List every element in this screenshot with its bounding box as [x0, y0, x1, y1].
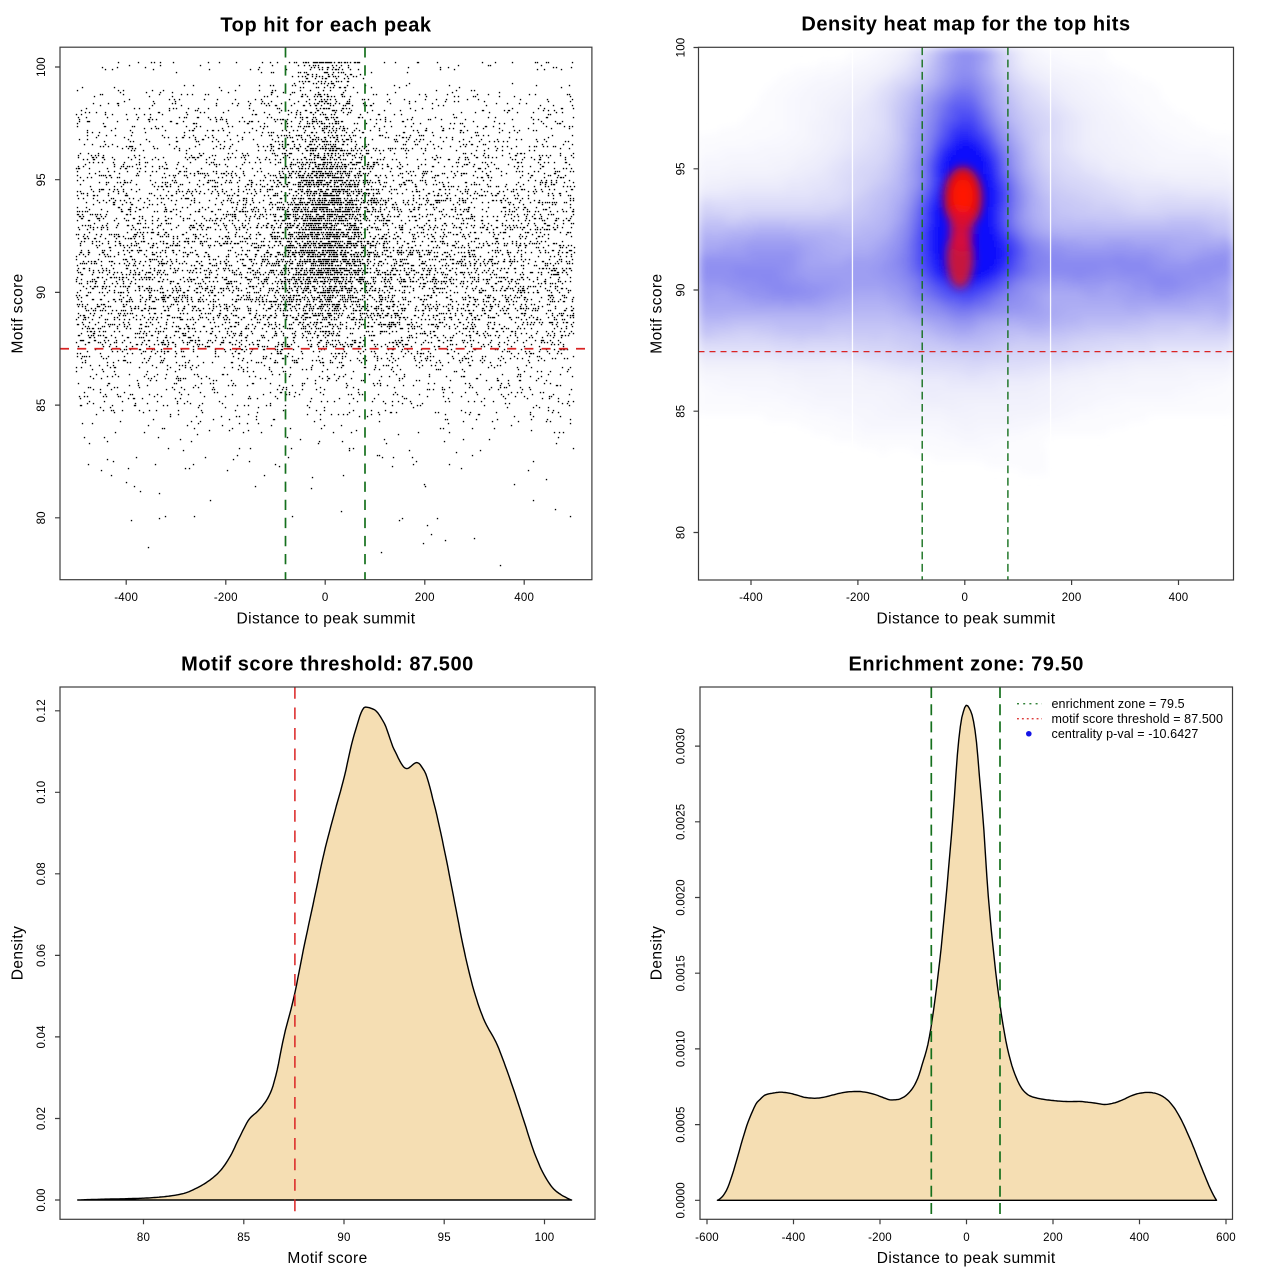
svg-text:centrality p-val = -10.6427: centrality p-val = -10.6427	[1052, 727, 1199, 741]
svg-text:80: 80	[36, 511, 48, 524]
svg-text:80: 80	[137, 1232, 150, 1244]
svg-text:0.02: 0.02	[36, 1107, 48, 1130]
svg-text:400: 400	[1169, 592, 1189, 604]
svg-text:-400: -400	[782, 1232, 806, 1244]
svg-text:Top hit for each peak: Top hit for each peak	[220, 15, 432, 37]
svg-text:Density heat map for the top h: Density heat map for the top hits	[801, 14, 1130, 36]
svg-text:0: 0	[963, 1232, 970, 1244]
svg-text:-200: -200	[846, 592, 870, 604]
svg-text:0.0015: 0.0015	[676, 955, 688, 991]
svg-text:400: 400	[1130, 1232, 1150, 1244]
svg-text:0.0030: 0.0030	[676, 728, 688, 764]
svg-text:-400: -400	[114, 592, 138, 604]
svg-text:Distance to peak summit: Distance to peak summit	[237, 611, 416, 628]
svg-text:85: 85	[36, 398, 48, 411]
svg-text:85: 85	[237, 1232, 250, 1244]
svg-text:100: 100	[36, 57, 48, 77]
svg-text:200: 200	[415, 592, 435, 604]
svg-text:0.00: 0.00	[36, 1188, 48, 1211]
svg-text:0: 0	[961, 592, 968, 604]
svg-text:0.0025: 0.0025	[676, 804, 688, 840]
svg-text:95: 95	[36, 173, 48, 186]
svg-text:0.10: 0.10	[36, 781, 48, 804]
svg-text:95: 95	[676, 162, 688, 175]
svg-text:Distance to peak summit: Distance to peak summit	[877, 1250, 1056, 1267]
svg-text:200: 200	[1062, 592, 1082, 604]
svg-text:0.0000: 0.0000	[676, 1182, 688, 1218]
svg-text:400: 400	[514, 592, 534, 604]
svg-text:0.12: 0.12	[36, 699, 48, 722]
svg-text:-400: -400	[739, 592, 763, 604]
svg-text:Motif score: Motif score	[10, 273, 27, 353]
svg-text:90: 90	[36, 286, 48, 299]
svg-text:0.04: 0.04	[36, 1025, 48, 1049]
svg-text:Motif score: Motif score	[287, 1250, 367, 1267]
svg-text:Density: Density	[10, 926, 27, 980]
svg-text:Motif score: Motif score	[649, 273, 666, 353]
svg-text:100: 100	[535, 1232, 555, 1244]
svg-text:0.0005: 0.0005	[676, 1106, 688, 1142]
svg-text:100: 100	[676, 38, 688, 58]
svg-text:600: 600	[1216, 1232, 1236, 1244]
svg-text:90: 90	[337, 1232, 350, 1244]
svg-text:Distance to peak summit: Distance to peak summit	[877, 611, 1056, 628]
svg-text:95: 95	[438, 1232, 451, 1244]
svg-text:0: 0	[322, 592, 329, 604]
svg-text:-200: -200	[214, 592, 238, 604]
svg-text:enrichment zone = 79.5: enrichment zone = 79.5	[1052, 697, 1185, 711]
svg-text:Motif score threshold: 87.500: Motif score threshold: 87.500	[181, 654, 474, 676]
svg-text:85: 85	[676, 405, 688, 418]
svg-text:-200: -200	[868, 1232, 892, 1244]
svg-text:0.08: 0.08	[36, 862, 48, 885]
svg-text:90: 90	[676, 283, 688, 296]
svg-text:motif score threshold = 87.500: motif score threshold = 87.500	[1052, 712, 1224, 726]
svg-text:0.0010: 0.0010	[676, 1031, 688, 1067]
svg-text:-600: -600	[695, 1232, 719, 1244]
svg-text:0.06: 0.06	[36, 944, 48, 967]
svg-text:0.0020: 0.0020	[676, 879, 688, 915]
svg-text:Density: Density	[649, 926, 666, 980]
svg-text:80: 80	[676, 526, 688, 539]
svg-text:200: 200	[1043, 1232, 1063, 1244]
svg-text:Enrichment zone: 79.50: Enrichment zone: 79.50	[848, 654, 1084, 676]
